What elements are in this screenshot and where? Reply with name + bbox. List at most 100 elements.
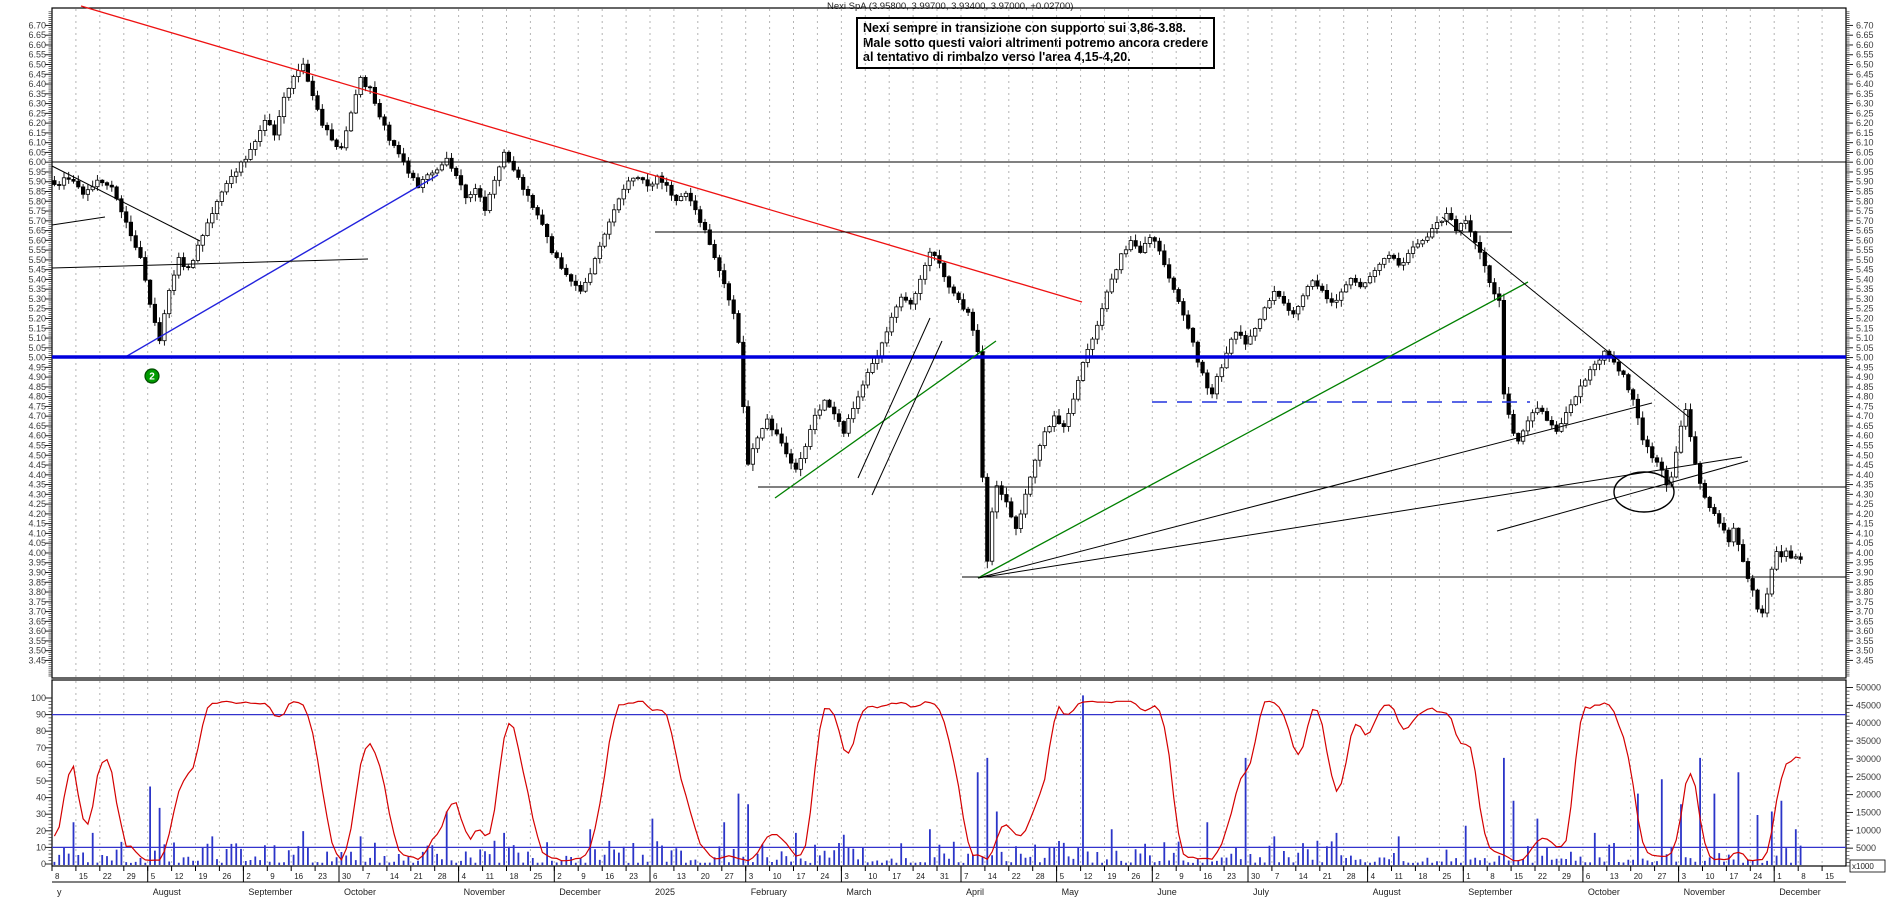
svg-text:June: June	[1157, 887, 1177, 897]
svg-text:24: 24	[1753, 872, 1762, 881]
svg-text:5.40: 5.40	[28, 274, 46, 284]
svg-text:29: 29	[127, 872, 136, 881]
svg-text:3.50: 3.50	[1856, 646, 1874, 656]
svg-text:31: 31	[940, 872, 949, 881]
svg-text:6.25: 6.25	[1856, 108, 1874, 118]
annotation-line: Male sotto questi valori altrimenti potr…	[863, 35, 1209, 50]
svg-text:1: 1	[1777, 872, 1782, 881]
svg-text:4.60: 4.60	[28, 431, 46, 441]
svg-text:12: 12	[175, 872, 184, 881]
annotation-line: al tentativo di rimbalzo verso l'area 4,…	[863, 50, 1131, 65]
svg-text:4.45: 4.45	[1856, 460, 1874, 470]
svg-text:30: 30	[1251, 872, 1260, 881]
svg-text:21: 21	[1323, 872, 1332, 881]
svg-text:6.10: 6.10	[28, 138, 46, 148]
svg-text:5.30: 5.30	[1856, 294, 1874, 304]
svg-text:24: 24	[916, 872, 925, 881]
svg-text:5.85: 5.85	[1856, 187, 1874, 197]
svg-text:3: 3	[844, 872, 849, 881]
svg-text:20: 20	[701, 872, 710, 881]
svg-text:4.50: 4.50	[28, 450, 46, 460]
svg-text:February: February	[751, 887, 788, 897]
svg-text:August: August	[1373, 887, 1402, 897]
svg-text:15: 15	[1825, 872, 1834, 881]
svg-text:3.50: 3.50	[28, 646, 46, 656]
svg-text:40000: 40000	[1856, 718, 1881, 728]
svg-text:4.75: 4.75	[28, 401, 46, 411]
svg-text:5.30: 5.30	[28, 294, 46, 304]
svg-text:1: 1	[1466, 872, 1471, 881]
svg-text:16: 16	[1203, 872, 1212, 881]
svg-text:3.60: 3.60	[28, 626, 46, 636]
svg-text:45000: 45000	[1856, 700, 1881, 710]
svg-text:4.40: 4.40	[28, 470, 46, 480]
svg-text:5.55: 5.55	[1856, 245, 1874, 255]
svg-text:3: 3	[749, 872, 754, 881]
svg-text:6.30: 6.30	[1856, 99, 1874, 109]
svg-text:13: 13	[677, 872, 686, 881]
svg-text:26: 26	[1131, 872, 1140, 881]
svg-text:5.05: 5.05	[1856, 343, 1874, 353]
svg-text:17: 17	[892, 872, 901, 881]
svg-text:5.60: 5.60	[1856, 235, 1874, 245]
svg-text:14: 14	[988, 872, 997, 881]
svg-text:5.25: 5.25	[1856, 304, 1874, 314]
svg-text:17: 17	[797, 872, 806, 881]
svg-text:6.20: 6.20	[28, 118, 46, 128]
svg-text:5.80: 5.80	[1856, 196, 1874, 206]
svg-text:16: 16	[294, 872, 303, 881]
svg-text:4.70: 4.70	[28, 411, 46, 421]
svg-text:16: 16	[605, 872, 614, 881]
svg-text:3.75: 3.75	[1856, 597, 1874, 607]
oscillator-axis: 1009080706050403020100500004500040000350…	[31, 683, 1886, 873]
svg-text:4.90: 4.90	[28, 372, 46, 382]
svg-text:5.55: 5.55	[28, 245, 46, 255]
svg-text:6.15: 6.15	[1856, 128, 1874, 138]
svg-text:October: October	[1588, 887, 1620, 897]
svg-text:3.75: 3.75	[28, 597, 46, 607]
svg-text:5.65: 5.65	[1856, 226, 1874, 236]
svg-text:8: 8	[1801, 872, 1806, 881]
svg-text:4.75: 4.75	[1856, 401, 1874, 411]
svg-text:9: 9	[1179, 872, 1184, 881]
svg-text:November: November	[464, 887, 506, 897]
svg-text:8: 8	[55, 872, 60, 881]
svg-text:11: 11	[486, 872, 495, 881]
svg-text:4: 4	[1371, 872, 1376, 881]
svg-text:20000: 20000	[1856, 790, 1881, 800]
svg-text:6.05: 6.05	[1856, 147, 1874, 157]
svg-text:4.10: 4.10	[1856, 528, 1874, 538]
svg-text:July: July	[1253, 887, 1270, 897]
svg-text:5.70: 5.70	[28, 216, 46, 226]
svg-text:28: 28	[1036, 872, 1045, 881]
svg-text:50: 50	[36, 776, 46, 786]
svg-text:100: 100	[31, 693, 46, 703]
svg-text:28: 28	[1347, 872, 1356, 881]
svg-text:0: 0	[41, 859, 46, 869]
svg-text:6.35: 6.35	[1856, 89, 1874, 99]
svg-text:3.45: 3.45	[1856, 655, 1874, 665]
svg-text:10: 10	[868, 872, 877, 881]
svg-text:4.00: 4.00	[1856, 548, 1874, 558]
svg-text:November: November	[1684, 887, 1726, 897]
svg-text:2: 2	[246, 872, 251, 881]
svg-text:25000: 25000	[1856, 772, 1881, 782]
price-axis: 3.45 3.453.50 3.503.55 3.553.60 3.603.65 3.65…	[28, 11, 1874, 677]
svg-text:4.20: 4.20	[28, 509, 46, 519]
svg-text:October: October	[344, 887, 376, 897]
svg-text:4.25: 4.25	[28, 499, 46, 509]
svg-text:25: 25	[1442, 872, 1451, 881]
svg-text:35000: 35000	[1856, 736, 1881, 746]
svg-text:6.15: 6.15	[28, 128, 46, 138]
svg-text:6.20: 6.20	[1856, 118, 1874, 128]
svg-text:6.35: 6.35	[28, 89, 46, 99]
svg-text:5.75: 5.75	[28, 206, 46, 216]
svg-text:4.05: 4.05	[28, 538, 46, 548]
svg-text:September: September	[1468, 887, 1512, 897]
svg-text:21: 21	[414, 872, 423, 881]
svg-text:10: 10	[773, 872, 782, 881]
svg-text:11: 11	[1395, 872, 1404, 881]
